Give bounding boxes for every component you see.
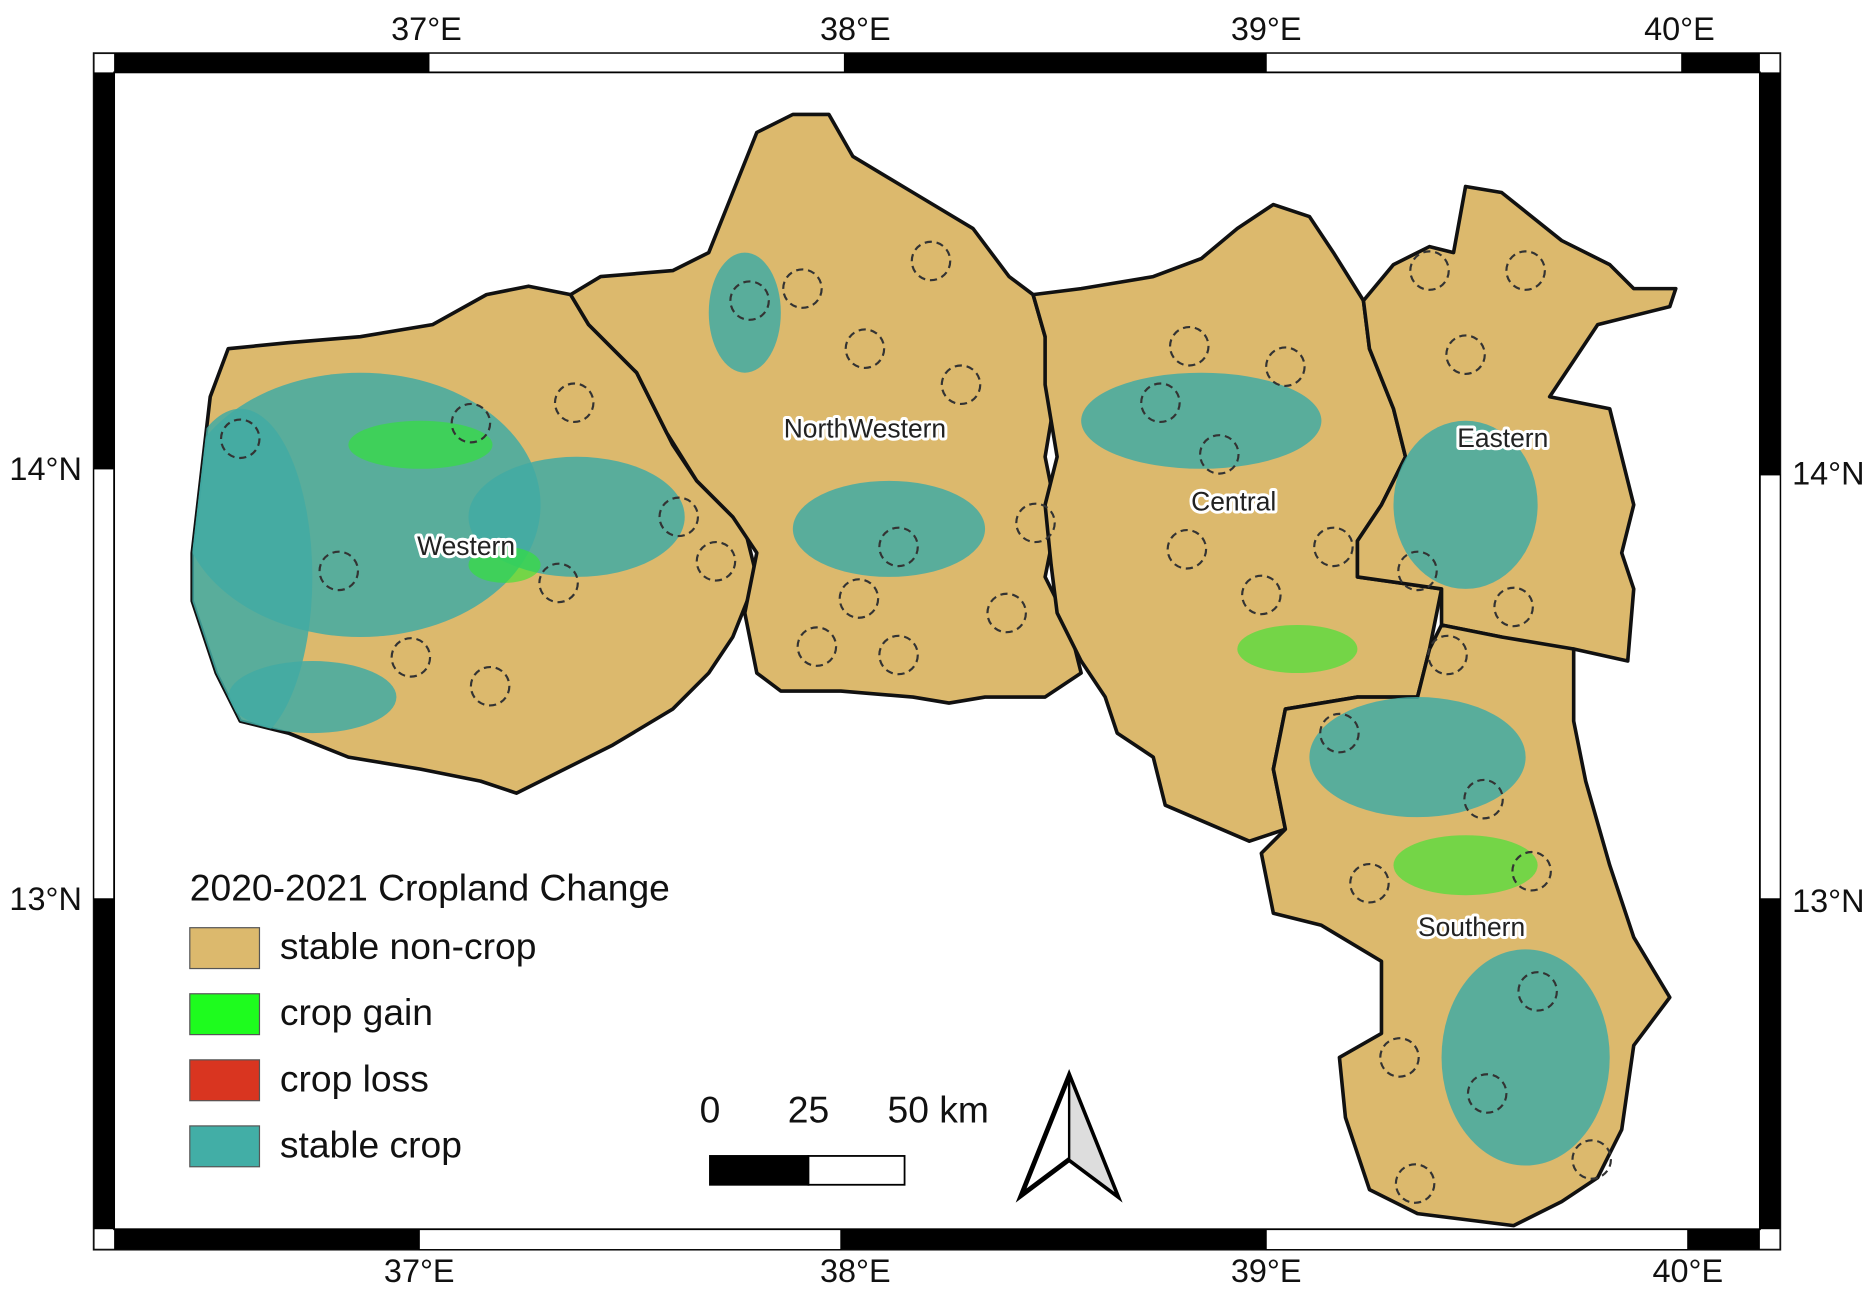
crop-texture — [708, 252, 1610, 1166]
legend-label: crop loss — [280, 1057, 429, 1099]
x-tick-label: 40°E — [1652, 1253, 1723, 1289]
legend-label: stable crop — [280, 1123, 462, 1165]
y-tick-label: 13°N — [1792, 883, 1864, 919]
scale-label: 50 km — [888, 1089, 989, 1131]
y-tick-label: 14°N — [9, 451, 81, 487]
legend-swatch — [189, 993, 261, 1036]
y-tick-label: 14°N — [1792, 456, 1864, 492]
frame-border — [93, 52, 1781, 1251]
y-tick-label: 13°N — [9, 881, 81, 917]
scale-label: 25 — [788, 1089, 829, 1131]
region-label: Western — [417, 531, 515, 561]
x-tick-label: 37°E — [391, 11, 462, 47]
x-tick-label: 38°E — [820, 1253, 891, 1289]
region-label: Central — [1191, 487, 1276, 517]
scale-bar — [709, 1155, 906, 1186]
x-tick-label: 39°E — [1231, 1253, 1302, 1289]
x-tick-label: 37°E — [384, 1253, 455, 1289]
north-arrow — [1015, 1068, 1123, 1203]
x-tick-label: 40°E — [1644, 11, 1715, 47]
legend-swatch — [189, 1125, 261, 1168]
legend-label: stable non-crop — [280, 925, 537, 967]
sample-rings — [219, 240, 1613, 1204]
legend-swatch — [189, 927, 261, 970]
legend-label: crop gain — [280, 991, 433, 1033]
region-label: NorthWestern — [784, 413, 946, 443]
scale-label: 0 — [700, 1089, 721, 1131]
legend-swatch — [189, 1059, 261, 1102]
x-tick-label: 39°E — [1231, 11, 1302, 47]
region-label: Southern — [1418, 912, 1525, 942]
legend-title: 2020-2021 Cropland Change — [190, 866, 670, 908]
region-label: Eastern — [1457, 423, 1548, 453]
x-tick-label: 38°E — [820, 11, 891, 47]
